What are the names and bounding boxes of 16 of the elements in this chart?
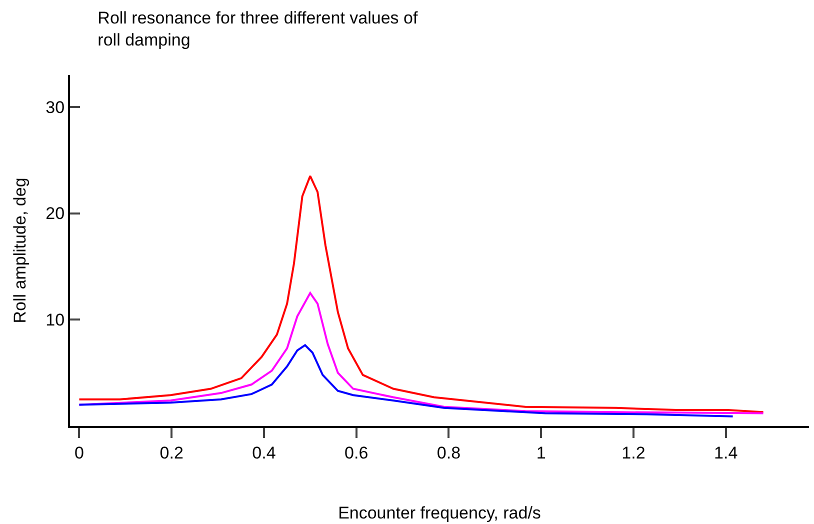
x-tick-label: 0.8 (436, 443, 461, 462)
x-axis-title: Encounter frequency, rad/s (338, 503, 541, 522)
x-tick-label: 0.4 (252, 443, 276, 462)
x-tick-label: 0.2 (160, 443, 184, 462)
y-tick-label: 20 (46, 204, 65, 224)
y-axis-title: Roll amplitude, deg (10, 178, 30, 324)
x-tick-label: 1.4 (714, 443, 738, 462)
y-tick-label: 10 (46, 310, 65, 330)
chart-title: Roll resonance for three different values of roll damping (98, 8, 418, 50)
x-tick-label: 0.6 (344, 443, 368, 462)
x-tick-label: 1 (536, 443, 546, 462)
x-tick-label: 0 (74, 443, 84, 462)
y-tick-label: 30 (46, 98, 65, 117)
line-series (78, 175, 764, 414)
x-tick-label: 1.2 (622, 443, 646, 462)
line-series (78, 344, 734, 418)
